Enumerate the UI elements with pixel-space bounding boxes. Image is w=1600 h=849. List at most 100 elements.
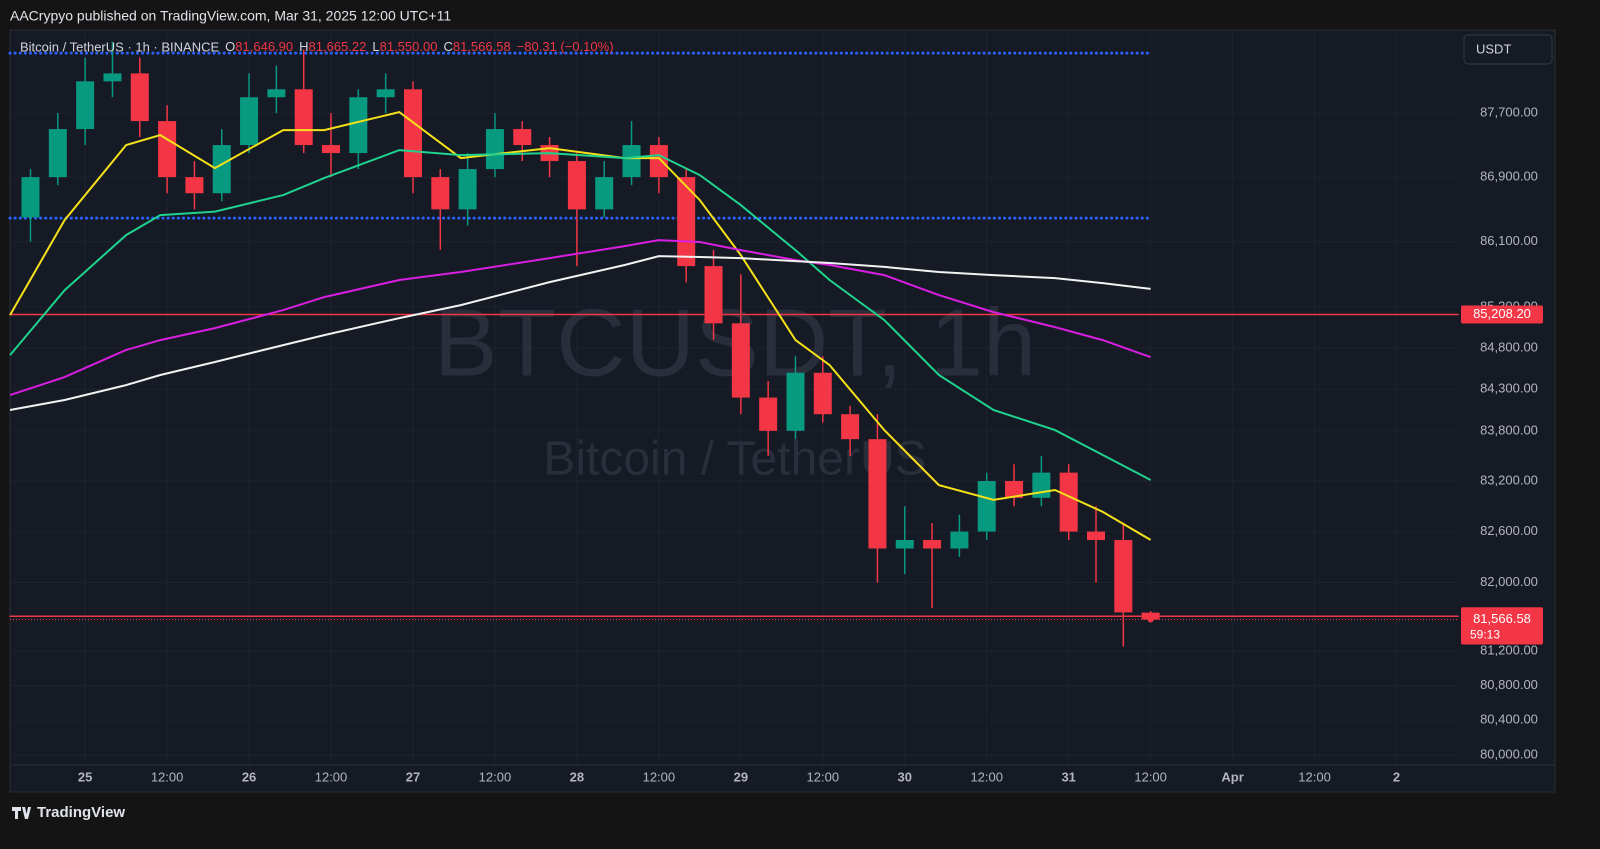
ohlc-key: L [372, 39, 379, 54]
candle-body [813, 372, 832, 415]
y-tick-label: 80,400.00 [1480, 712, 1538, 727]
candle-body [103, 73, 122, 82]
candle-body [431, 177, 450, 210]
candle-body [1141, 612, 1160, 620]
candle-body [977, 481, 996, 532]
y-tick-label: 83,200.00 [1480, 472, 1538, 487]
countdown: 59:13 [1470, 628, 1500, 642]
symbol-legend: Bitcoin / TetherUS · 1h · BINANCE O81,64… [20, 39, 614, 54]
candle-body [485, 129, 504, 170]
y-tick-label: 87,700.00 [1480, 105, 1538, 120]
published-note: AACrypyo published on TradingView.com, M… [10, 8, 451, 24]
plot [8, 41, 1459, 647]
x-tick-label: 26 [242, 769, 256, 784]
y-tick-label: 82,600.00 [1480, 523, 1538, 538]
symbol: Bitcoin / TetherUS · 1h · BINANCE [20, 39, 219, 54]
last-price-label: 81,566.58 [1473, 611, 1531, 626]
ohlc-value: 81,665.22 [309, 39, 367, 54]
y-tick-label: 82,000.00 [1480, 574, 1538, 589]
last-price-box [1461, 610, 1543, 645]
candle-body [950, 531, 969, 549]
currency-label[interactable]: USDT [1476, 41, 1511, 56]
x-tick-label: 12:00 [479, 769, 512, 784]
candle-body [731, 323, 750, 398]
candle-body [240, 97, 259, 146]
x-tick-label: 27 [406, 769, 420, 784]
candle-body [868, 439, 887, 549]
candle-body [212, 145, 231, 194]
x-tick-label: 12:00 [315, 769, 348, 784]
candle-body [76, 81, 95, 130]
candle-body [1114, 540, 1133, 613]
line-series [9, 149, 1152, 481]
ohlc: O81,646.90 H81,665.22 L81,550.00 C81,566.58… [225, 39, 613, 54]
candle-body [649, 145, 668, 178]
x-tick-label: 25 [78, 769, 92, 784]
candle-body [923, 540, 942, 549]
candle-body [1059, 472, 1078, 532]
ohlc-key: O [225, 39, 235, 54]
candle-body [841, 414, 860, 440]
candle-body [185, 177, 204, 194]
price-label: 85,208.20 [1473, 306, 1531, 321]
x-tick-label: 12:00 [151, 769, 184, 784]
candle-body [622, 145, 641, 178]
candle-body [294, 89, 313, 146]
ohlc-value: 81,550.00 [380, 39, 438, 54]
candle-body [349, 97, 368, 154]
x-tick-label: 30 [898, 769, 912, 784]
x-tick-label: 12:00 [1134, 769, 1167, 784]
x-tick-label: 28 [570, 769, 584, 784]
x-tick-label: 12:00 [807, 769, 840, 784]
candle-body [759, 397, 778, 431]
line-series [9, 111, 1152, 541]
x-tick-label: Apr [1221, 769, 1243, 784]
logo-icon [12, 807, 31, 819]
candle-body [376, 89, 395, 98]
x-tick-label: 31 [1061, 769, 1075, 784]
last-price-dot [1147, 616, 1154, 623]
x-tick-label: 12:00 [970, 769, 1003, 784]
candle-body [130, 73, 149, 122]
line-series [9, 255, 1151, 411]
axes: 80,000.00 80,400.00 80,800.00 81,200.00 82,0… [10, 105, 1555, 784]
logo: TradingView [12, 804, 125, 821]
candle-body [21, 177, 40, 218]
ohlc-key: H [299, 39, 308, 54]
currency-button[interactable] [1463, 34, 1553, 65]
y-tick-label: 84,300.00 [1480, 381, 1538, 396]
candle-body [267, 89, 286, 98]
ohlc-value: 81,566.58 [453, 39, 511, 54]
candle-body [704, 266, 723, 324]
x-tick-label: 2 [1393, 769, 1400, 784]
candle-body [567, 161, 586, 210]
x-tick-label: 29 [734, 769, 748, 784]
y-tick-label: 84,800.00 [1480, 339, 1538, 354]
y-tick-label: 86,100.00 [1480, 233, 1538, 248]
candle-body [513, 129, 532, 146]
candle-body [786, 372, 805, 431]
change: −80.31 (−0.10%) [517, 39, 614, 54]
y-tick-label: 81,200.00 [1480, 642, 1538, 657]
x-tick-label: 12:00 [1298, 769, 1331, 784]
candle-body [677, 177, 696, 267]
line-series [9, 239, 1151, 397]
candle-body [595, 177, 614, 210]
watermark-subtitle: Bitcoin / TetherUS [543, 433, 926, 486]
price-label-box [1461, 305, 1543, 324]
candle-body [1005, 481, 1024, 498]
ohlc-key: C [443, 39, 452, 54]
candle-body [48, 129, 67, 178]
chart-panel [9, 29, 1556, 793]
y-tick-label: 86,900.00 [1480, 169, 1538, 184]
candle-body [403, 89, 422, 178]
y-tick-label: 80,800.00 [1480, 677, 1538, 692]
y-tick-label: 83,800.00 [1480, 422, 1538, 437]
x-tick-label: 12:00 [643, 769, 676, 784]
candle-body [158, 121, 177, 178]
y-tick-label: 80,000.00 [1480, 746, 1538, 761]
candle-body [322, 145, 341, 154]
brand: TradingView [37, 804, 125, 821]
